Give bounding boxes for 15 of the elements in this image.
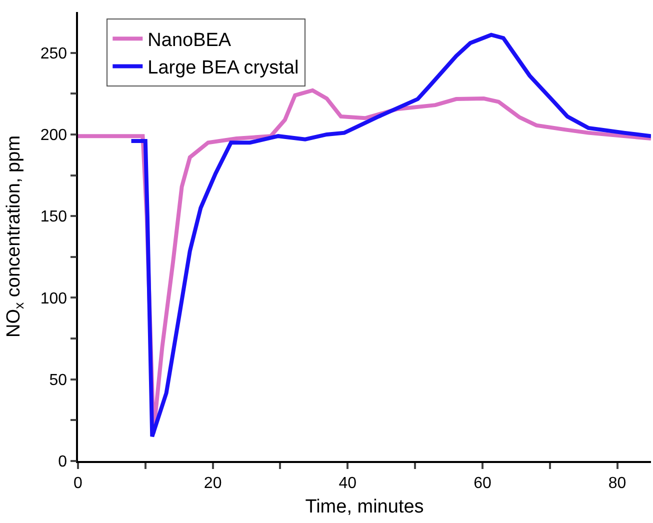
y-tick-label: 200 bbox=[40, 127, 68, 144]
y-tick-label: 250 bbox=[40, 45, 68, 62]
y-tick-label: 50 bbox=[49, 372, 68, 389]
y-tick-label: 0 bbox=[58, 454, 68, 471]
x-tick-label: 60 bbox=[474, 474, 492, 492]
x-tick-label: 0 bbox=[74, 474, 83, 492]
y-tick-label: 100 bbox=[40, 290, 68, 308]
x-tick-label: 80 bbox=[608, 474, 626, 492]
x-tick-label: 20 bbox=[204, 474, 222, 492]
x-axis-title: Time, minutes bbox=[305, 496, 424, 518]
legend-label: Large BEA crystal bbox=[148, 58, 299, 79]
line-series bbox=[129, 32, 651, 439]
y-tick-label: 150 bbox=[40, 208, 68, 226]
legend-label: NanoBEA bbox=[148, 30, 232, 51]
x-tick-label: 40 bbox=[338, 474, 357, 492]
